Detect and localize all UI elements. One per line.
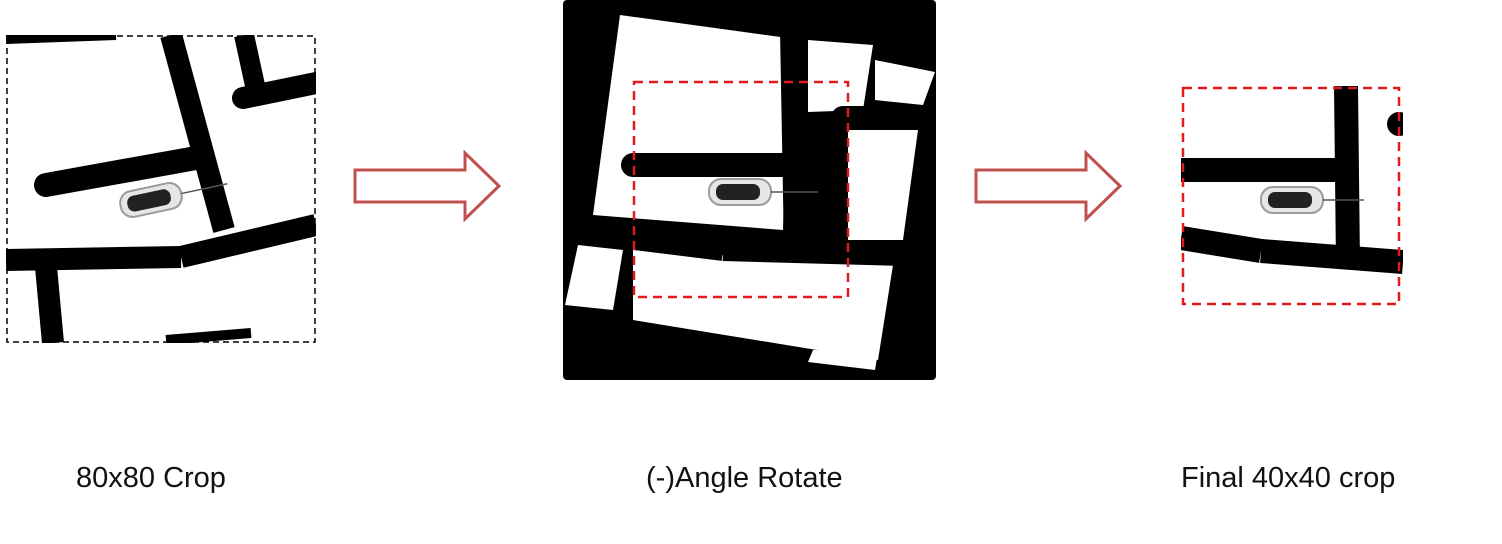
crop-40-panel (1181, 86, 1403, 308)
crop-80-panel (6, 35, 316, 343)
rotated-panel (563, 0, 936, 380)
caption-final-crop: Final 40x40 crop (1181, 462, 1396, 494)
crop-box-40 (1181, 86, 1401, 306)
road-map (563, 29, 936, 266)
car-icon (119, 182, 228, 218)
caption-crop-80: 80x80 Crop (76, 462, 226, 494)
car-icon (708, 178, 818, 206)
caption-rotate: (-)Angle Rotate (646, 462, 843, 494)
right-arrow-icon (353, 150, 502, 222)
crop-box-40 (632, 80, 850, 299)
car-icon (1260, 186, 1364, 214)
crop-boundary (6, 35, 316, 343)
road-map (6, 35, 316, 343)
right-arrow-icon (974, 150, 1123, 222)
road-map (1181, 86, 1403, 274)
